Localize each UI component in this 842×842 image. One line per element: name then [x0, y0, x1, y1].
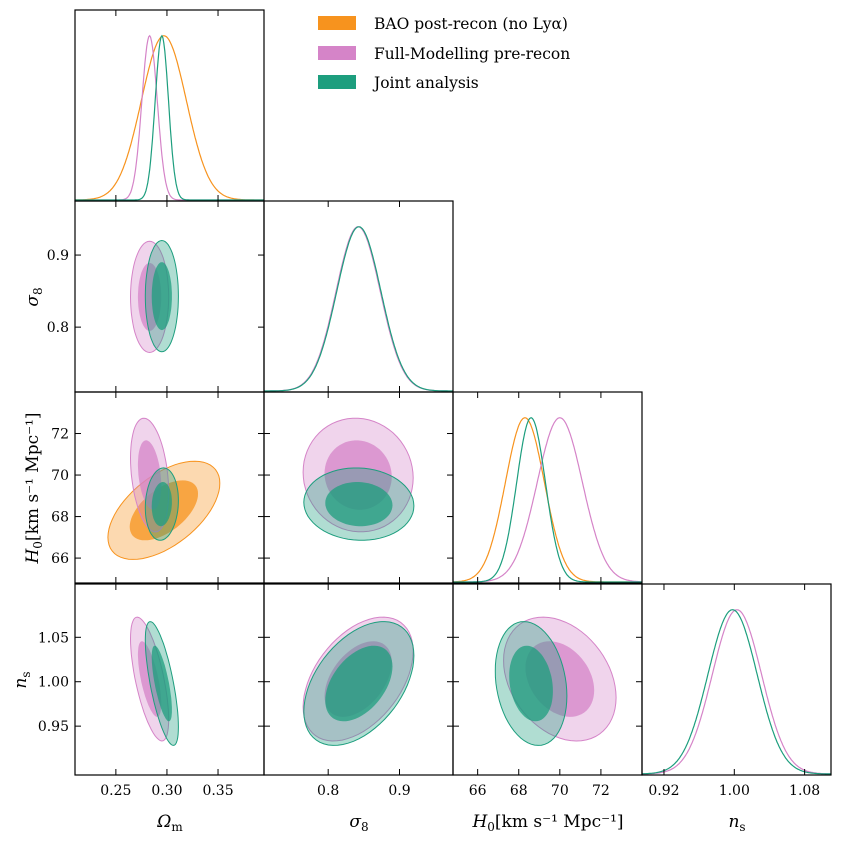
legend-label-joint: Joint analysis [372, 74, 479, 92]
ytick-label-ns: 0.95 [38, 719, 69, 735]
marginal-s8 [264, 226, 453, 392]
ylabel-s8: σ8 [23, 287, 45, 306]
xtick-label-h0: 72 [592, 783, 610, 799]
xtick-label-s8: 0.9 [388, 783, 410, 799]
marginal-ns [642, 609, 831, 775]
marginal-om [75, 34, 264, 201]
xtick-label-h0: 68 [510, 783, 528, 799]
contours-s8-ns [302, 616, 415, 746]
contours-h0-ns [494, 616, 617, 746]
ytick-label-ns: 1.00 [38, 675, 69, 691]
contours-s8-h0 [302, 417, 415, 541]
xtick-label-ns: 0.92 [648, 783, 679, 799]
xtick-label-h0: 66 [469, 783, 487, 799]
xtick-label-om: 0.35 [202, 783, 233, 799]
ytick-label-s8: 0.8 [47, 320, 69, 336]
ytick-label-h0: 70 [51, 468, 69, 484]
marginal-joint-s8 [264, 226, 453, 392]
xtick-label-ns: 1.00 [719, 783, 750, 799]
contours-om-h0 [107, 417, 221, 560]
marginal-joint-om [75, 34, 264, 201]
ytick-label-h0: 68 [51, 510, 69, 526]
legend: BAO post-recon (no Lyα) Full-Modelling p… [318, 15, 570, 92]
ytick-label-h0: 66 [51, 551, 69, 567]
contour-joint-68-s8-ns [325, 645, 393, 722]
contour-joint-68-s8-h0 [325, 482, 393, 527]
frame-h0-h0 [452, 391, 643, 584]
contour-joint-68-h0-ns [509, 645, 553, 722]
xtick-label-ns: 1.08 [789, 783, 820, 799]
ylabel-h0: H0[km s⁻¹ Mpc⁻¹] [23, 412, 45, 564]
legend-label-fm: Full-Modelling pre-recon [374, 45, 570, 63]
ytick-label-ns: 1.05 [38, 630, 69, 646]
panels-layer [74, 9, 832, 776]
ylabel-ns: ns [11, 671, 33, 688]
xtick-label-om: 0.25 [100, 783, 131, 799]
frame-s8-s8 [263, 200, 454, 393]
contour-joint-68-om-ns [151, 645, 172, 722]
contour-joint-68-om-s8 [151, 262, 172, 331]
xtick-label-s8: 0.8 [317, 783, 339, 799]
frame-om-om [74, 9, 265, 202]
xlabel-h0: H0[km s⁻¹ Mpc⁻¹] [471, 812, 623, 834]
ytick-label-h0: 72 [51, 427, 69, 443]
marginal-bao-om [75, 35, 264, 201]
xtick-label-h0: 70 [551, 783, 569, 799]
marginal-fm-s8 [264, 226, 453, 392]
panel-om-h0 [107, 417, 221, 560]
legend-swatch-joint [318, 75, 356, 89]
legend-label-bao: BAO post-recon (no Lyα) [374, 15, 568, 33]
panel-h0-ns [494, 616, 617, 746]
panel-om-s8 [129, 239, 179, 354]
xlabel-om: Ωm [156, 812, 183, 834]
panel-om-ns [129, 616, 179, 746]
curves-om [75, 34, 264, 201]
curves-s8 [264, 226, 453, 392]
curves-ns [642, 609, 831, 775]
legend-swatch-fm [318, 46, 356, 60]
xtick-label-om: 0.30 [151, 783, 182, 799]
contour-joint-68-om-h0 [151, 482, 172, 527]
xlabel-s8: σ8 [349, 812, 368, 834]
ytick-label-s8: 0.9 [47, 248, 69, 264]
marginal-joint-ns [642, 609, 831, 775]
marginal-joint-h0 [453, 417, 642, 583]
marginal-fm-ns [642, 609, 831, 775]
curves-h0 [453, 417, 642, 583]
frame-ns-ns [641, 583, 832, 776]
contours-om-ns [129, 616, 179, 746]
legend-swatch-bao [318, 16, 356, 30]
ticks-layer: 0.25 0.30 0.35 0.8 0.9 66 68 70 72 0.92 1.00 1.08 0.… [38, 10, 820, 799]
panel-s8-ns [302, 616, 415, 746]
marginal-h0 [453, 417, 642, 583]
contours-om-s8 [129, 239, 179, 354]
panel-s8-h0 [302, 417, 415, 541]
xlabel-ns: ns [728, 812, 745, 834]
